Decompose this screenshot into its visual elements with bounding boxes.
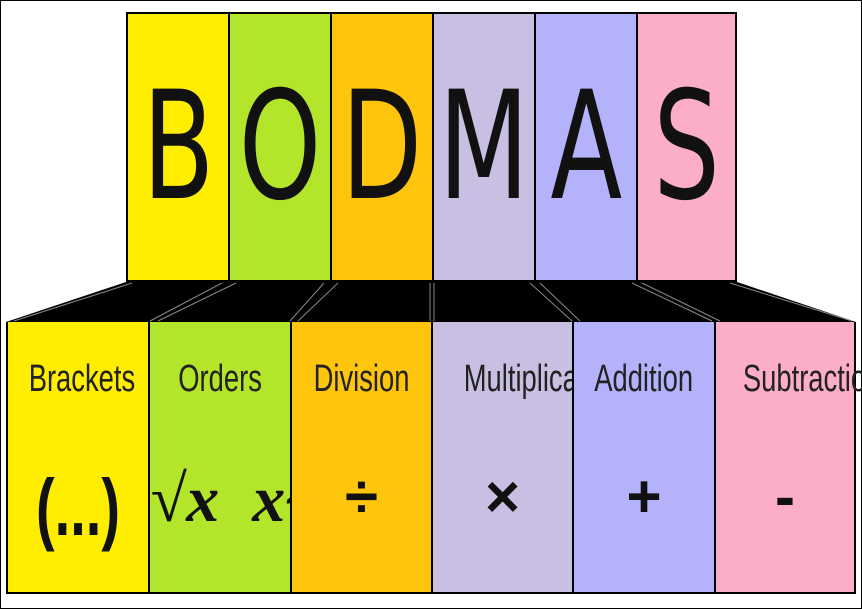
orders-symbol: √x x² <box>150 463 306 536</box>
operation-label: Multiplication <box>463 358 622 400</box>
letter-tile-a: A <box>534 12 638 282</box>
letter-s: S <box>653 60 720 234</box>
operation-label: Division <box>313 358 410 400</box>
operation-cell-addition: Addition + <box>572 322 716 594</box>
letter-o: O <box>238 60 322 234</box>
operation-label: Subtraction <box>742 358 862 400</box>
operation-label: Orders <box>178 358 262 400</box>
operation-label: Addition <box>594 358 694 400</box>
letter-a: A <box>550 60 622 234</box>
operation-label: Brackets <box>28 358 136 400</box>
operation-cell-brackets: Brackets (...) <box>6 322 150 594</box>
letter-tile-m: M <box>432 12 536 282</box>
operation-cell-division: Division ÷ <box>290 322 433 594</box>
letter-tile-o: O <box>228 12 332 282</box>
multiplication-symbol: × <box>484 463 521 530</box>
letter-tile-s: S <box>636 12 737 282</box>
letter-b: B <box>141 60 215 234</box>
addition-symbol: + <box>626 463 662 530</box>
letter-m: M <box>438 60 530 234</box>
division-symbol: ÷ <box>345 463 378 530</box>
letter-tile-b: B <box>126 12 230 282</box>
letter-tile-d: D <box>330 12 434 282</box>
operation-cell-orders: Orders √x x² <box>148 322 306 594</box>
subtraction-symbol: - <box>775 463 795 530</box>
operation-cell-multiplication: Multiplication × <box>431 322 622 594</box>
connector-edges <box>13 282 853 322</box>
operation-cell-subtraction: Subtraction - <box>714 322 862 594</box>
connector-fill <box>6 282 856 322</box>
brackets-symbol: (...) <box>36 463 120 552</box>
letter-d: D <box>341 60 423 234</box>
